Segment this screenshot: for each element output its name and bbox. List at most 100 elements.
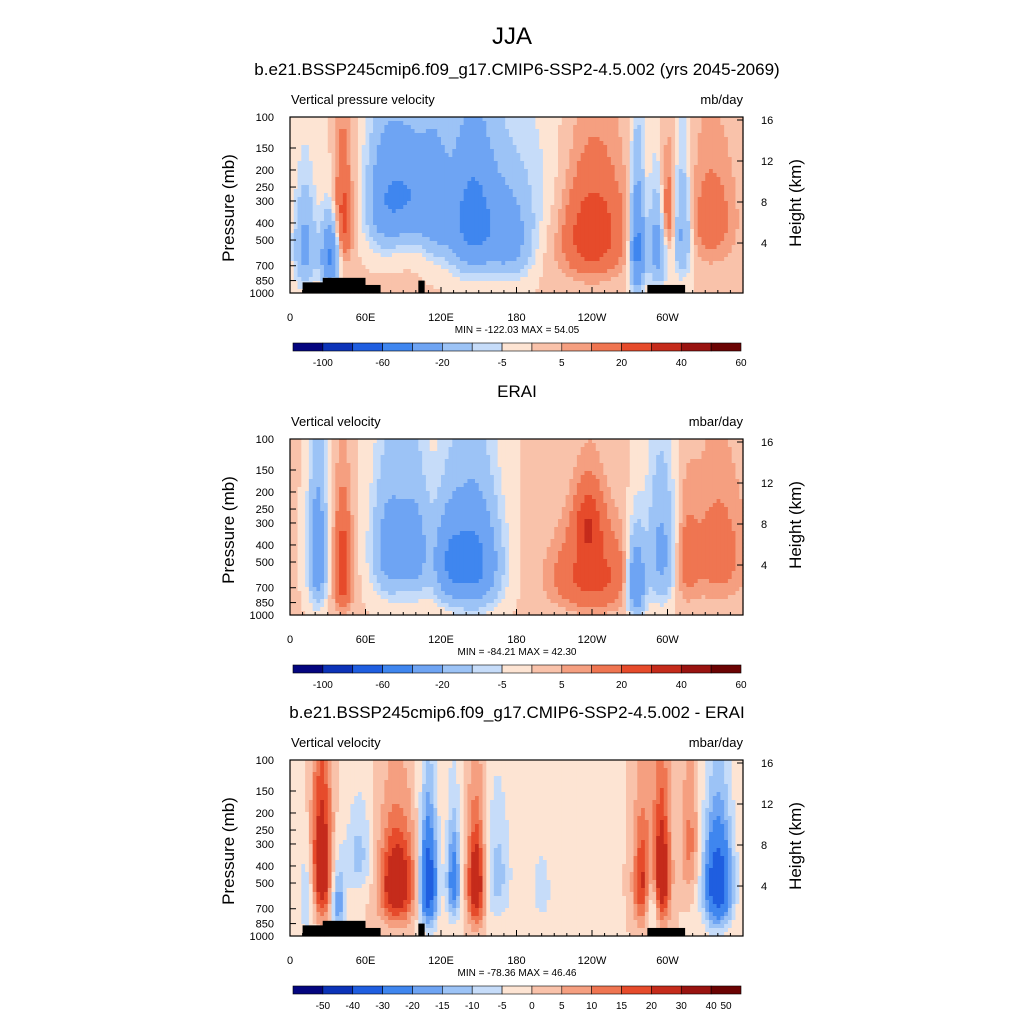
heatmap-cell: [388, 189, 393, 194]
heatmap-cell: [293, 141, 299, 146]
heatmap-cell: [712, 213, 718, 218]
heatmap-cell: [512, 209, 518, 214]
heatmap-cell: [357, 189, 363, 194]
heatmap-cell: [584, 125, 589, 130]
heatmap-cell: [388, 245, 393, 250]
heatmap-cell: [384, 121, 389, 126]
heatmap-cell: [350, 209, 355, 214]
heatmap-cell: [599, 161, 604, 166]
heatmap-cell: [380, 241, 385, 246]
heatmap-cell: [697, 177, 703, 182]
heatmap-cell: [690, 225, 695, 230]
heatmap-cell: [637, 157, 642, 162]
heatmap-cell: [388, 253, 393, 258]
heatmap-cell: [474, 201, 480, 206]
heatmap-cell: [716, 213, 721, 218]
heatmap-cell: [558, 213, 563, 218]
heatmap-cell: [705, 125, 710, 130]
heatmap-cell: [493, 277, 499, 282]
heatmap-cell: [561, 177, 567, 182]
heatmap-cell: [361, 173, 367, 178]
heatmap-cell: [459, 189, 465, 194]
heatmap-cell: [512, 173, 518, 178]
heatmap-cell: [663, 249, 669, 254]
heatmap-cell: [558, 149, 563, 154]
heatmap-cell: [327, 213, 333, 218]
heatmap-cell: [350, 249, 355, 254]
heatmap-cell: [724, 149, 729, 154]
heatmap-cell: [354, 221, 359, 226]
heatmap-cell: [497, 173, 503, 178]
heatmap-cell: [592, 133, 597, 138]
heatmap-cell: [354, 257, 359, 262]
heatmap-cell: [441, 209, 446, 214]
heatmap-cell: [429, 225, 435, 230]
heatmap-cell: [569, 241, 574, 246]
heatmap-cell: [705, 229, 710, 234]
heatmap-cell: [467, 141, 472, 146]
heatmap-cell: [418, 157, 423, 162]
heatmap-cell: [407, 233, 412, 238]
heatmap-cell: [380, 233, 385, 238]
heatmap-cell: [335, 181, 340, 186]
heatmap-cell: [410, 181, 416, 186]
heatmap-cell: [505, 129, 510, 134]
heatmap-cell: [467, 137, 472, 142]
heatmap-cell: [727, 177, 733, 182]
heatmap-cell: [290, 129, 295, 134]
heatmap-cell: [656, 161, 661, 166]
heatmap-cell: [425, 137, 431, 142]
heatmap-cell: [656, 133, 661, 138]
heatmap-cell: [629, 249, 635, 254]
heatmap-cell: [403, 265, 408, 270]
heatmap-cell: [705, 117, 710, 122]
heatmap-cell: [735, 153, 740, 158]
heatmap-cell: [599, 137, 604, 142]
heatmap-cell: [531, 253, 536, 258]
heatmap-cell: [316, 165, 321, 170]
heatmap-cell: [565, 161, 570, 166]
heatmap-cell: [369, 157, 374, 162]
heatmap-cell: [301, 153, 306, 158]
heatmap-cell: [682, 241, 687, 246]
heatmap-cell: [369, 265, 374, 270]
heatmap-cell: [724, 209, 729, 214]
heatmap-cell: [323, 173, 329, 178]
heatmap-cell: [712, 269, 718, 274]
heatmap-cell: [350, 245, 355, 250]
heatmap-cell: [652, 245, 657, 250]
heatmap-cell: [346, 177, 352, 182]
heatmap-cell: [444, 261, 450, 266]
heatmap-cell: [535, 165, 540, 170]
heatmap-cell: [550, 177, 555, 182]
heatmap-cell: [301, 269, 306, 274]
heatmap-cell: [297, 189, 302, 194]
heatmap-cell: [520, 229, 525, 234]
heatmap-cell: [580, 249, 586, 254]
heatmap-cell: [561, 161, 567, 166]
heatmap-cell: [365, 185, 370, 190]
heatmap-cell: [520, 181, 525, 186]
heatmap-cell: [486, 205, 491, 210]
heatmap-cell: [633, 125, 638, 130]
heatmap-cell: [678, 125, 684, 130]
heatmap-cell: [576, 217, 582, 222]
heatmap-cell: [437, 213, 442, 218]
heatmap-cell: [316, 181, 321, 186]
heatmap-cell: [497, 249, 503, 254]
heatmap-cell: [656, 193, 661, 198]
heatmap-cell: [539, 177, 544, 182]
heatmap-cell: [675, 153, 680, 158]
heatmap-cell: [388, 193, 393, 198]
heatmap-cell: [727, 209, 733, 214]
heatmap-cell: [384, 213, 389, 218]
heatmap-cell: [607, 257, 612, 262]
heatmap-cell: [320, 233, 325, 238]
heatmap-cell: [425, 153, 431, 158]
heatmap-cell: [644, 165, 650, 170]
heatmap-cell: [410, 237, 416, 242]
heatmap-cell: [418, 245, 423, 250]
heatmap-cell: [391, 241, 397, 246]
heatmap-cell: [535, 233, 540, 238]
heatmap-cell: [361, 129, 367, 134]
